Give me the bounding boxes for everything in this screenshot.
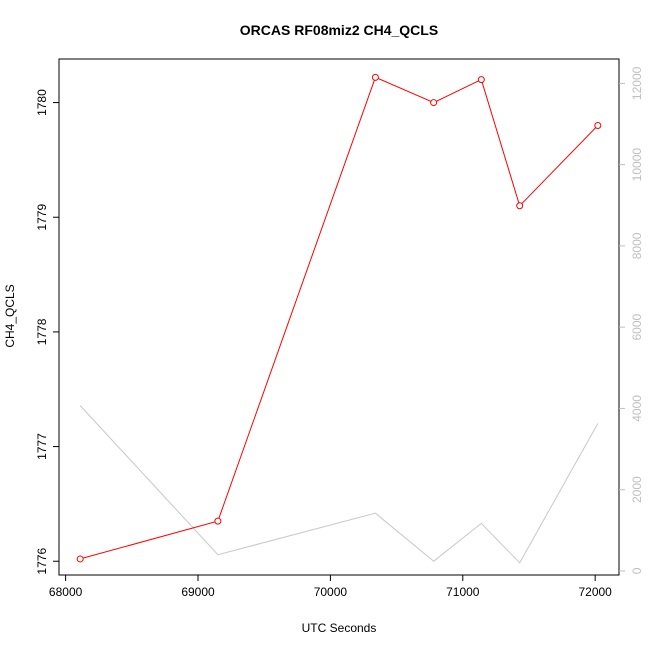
y-axis-label: CH4_QCLS [3,284,17,347]
y2-tick-label: 4000 [630,395,644,422]
x-axis: 68000 69000 70000 71000 72000 [49,575,612,599]
data-point [76,555,84,563]
data-point [430,99,438,107]
series-layer [76,73,602,564]
series-line-right [79,405,599,564]
data-point [477,76,485,84]
y-axis-right: 0 2000 4000 6000 8000 10000 12000 [619,66,644,574]
x-tick-label: 72000 [578,585,612,599]
data-point [371,73,379,81]
data-point [214,517,222,525]
x-tick-label: 70000 [314,585,348,599]
data-point [594,122,602,130]
y-tick-label: 1778 [35,318,49,345]
x-tick-label: 68000 [49,585,83,599]
y-tick-label: 1777 [35,433,49,460]
x-tick-label: 71000 [446,585,480,599]
y-tick-label: 1776 [35,548,49,575]
y-axis-left: 1776 1777 1778 1779 1780 [35,89,59,575]
y2-tick-label: 10000 [630,148,644,182]
y-tick-label: 1779 [35,204,49,231]
y-tick-label: 1780 [35,89,49,116]
y2-tick-label: 0 [630,567,644,574]
y2-tick-label: 2000 [630,476,644,503]
y2-tick-label: 8000 [630,232,644,259]
x-tick-label: 69000 [181,585,215,599]
chart-title: ORCAS RF08miz2 CH4_QCLS [240,22,438,38]
plot-frame [58,58,620,576]
y2-tick-label: 6000 [630,313,644,340]
y2-tick-label: 12000 [630,66,644,100]
data-point [516,202,524,210]
x-axis-label: UTC Seconds [302,621,377,635]
